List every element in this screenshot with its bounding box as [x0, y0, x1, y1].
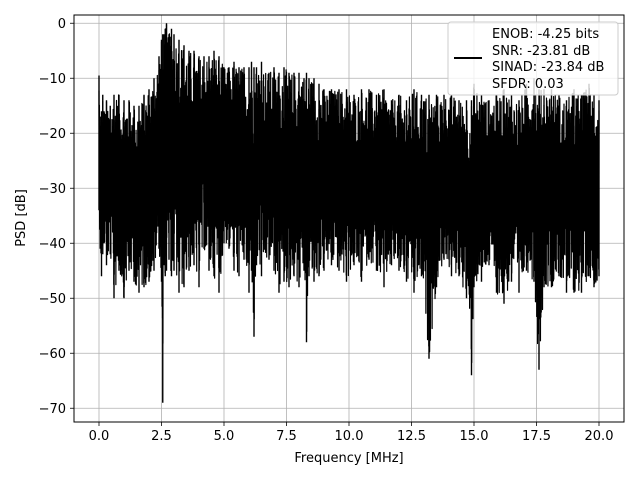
x-axis-label: Frequency [MHz]	[294, 451, 403, 466]
y-tick-label: −20	[39, 127, 66, 142]
y-tick-label: −40	[39, 237, 66, 252]
x-tick-label: 5.0	[214, 429, 235, 444]
x-axis: 0.0 2.5 5.0 7.5 10.0 12.5 15.0 17.5 20.0	[89, 422, 614, 444]
legend-sinad: SINAD: -23.84 dB	[492, 60, 604, 75]
x-tick-label: 10.0	[335, 429, 364, 444]
y-axis: 0 −10 −20 −30 −40 −50 −60 −70	[39, 17, 74, 417]
legend-sfdr: SFDR: 0.03	[492, 77, 564, 92]
x-tick-label: 12.5	[397, 429, 426, 444]
x-tick-label: 7.5	[276, 429, 297, 444]
y-tick-label: 0	[58, 17, 66, 32]
legend-enob: ENOB: -4.25 bits	[492, 27, 599, 42]
y-tick-label: −50	[39, 292, 66, 307]
y-tick-label: −60	[39, 347, 66, 362]
y-tick-label: −70	[39, 402, 66, 417]
legend-snr: SNR: -23.81 dB	[492, 44, 590, 59]
y-axis-label: PSD [dB]	[14, 189, 29, 247]
x-tick-label: 15.0	[460, 429, 489, 444]
psd-trace	[98, 23, 600, 403]
legend: ENOB: -4.25 bits SNR: -23.81 dB SINAD: -…	[447, 21, 619, 96]
x-tick-label: 2.5	[151, 429, 172, 444]
x-tick-label: 17.5	[522, 429, 551, 444]
y-tick-label: −10	[39, 72, 66, 87]
psd-noise-line	[98, 24, 600, 364]
y-tick-label: −30	[39, 182, 66, 197]
x-tick-label: 20.0	[585, 429, 614, 444]
legend-box	[447, 21, 619, 96]
x-tick-label: 0.0	[89, 429, 110, 444]
